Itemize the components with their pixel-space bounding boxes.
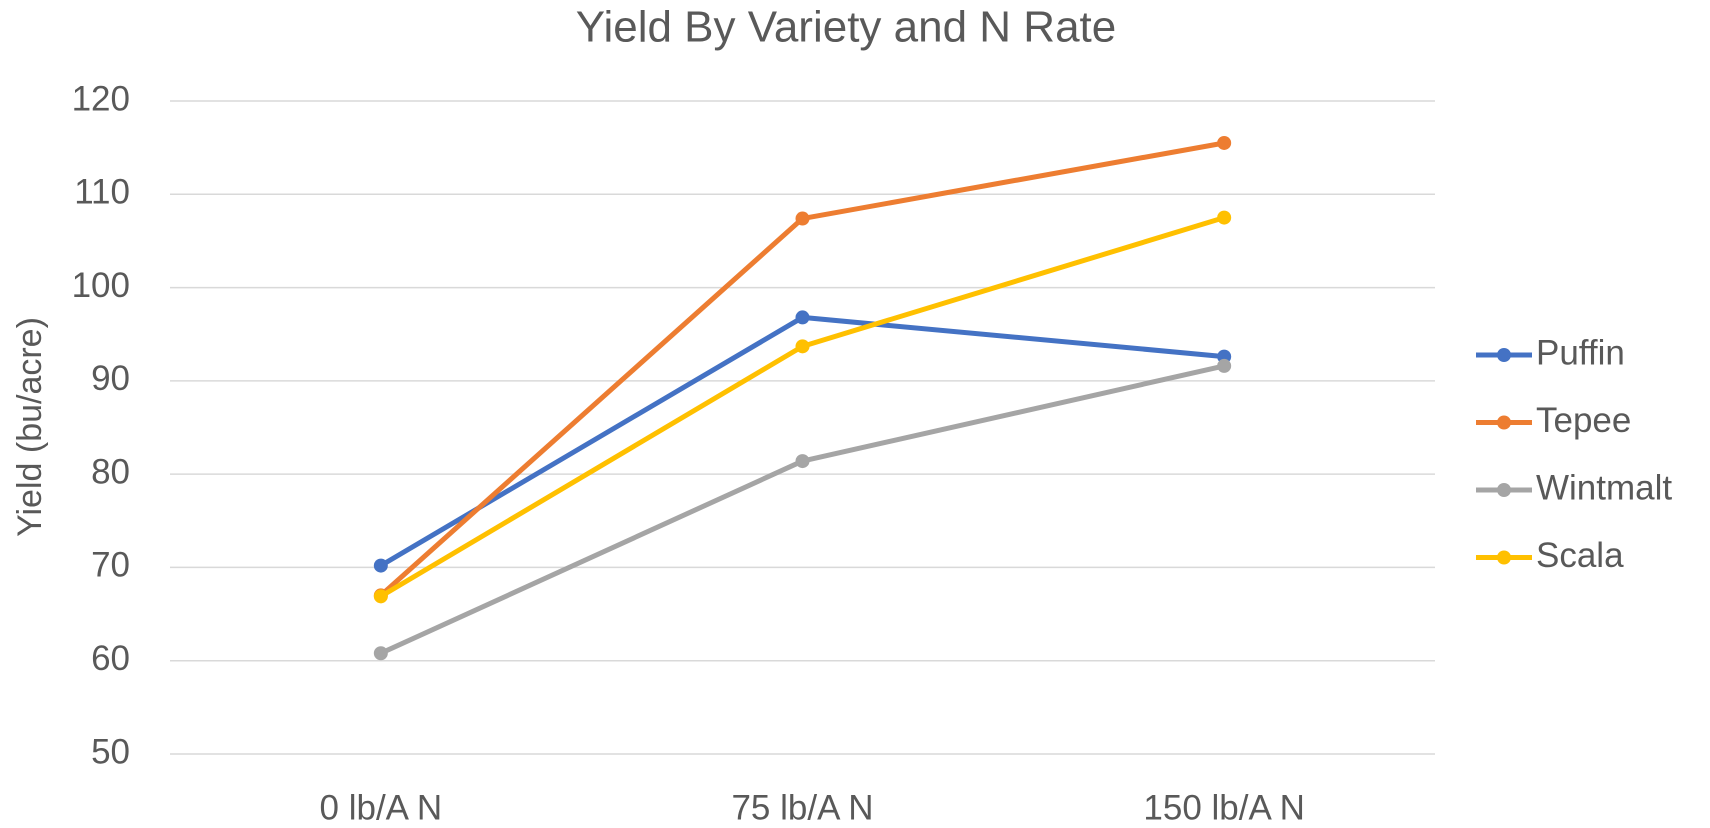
y-axis-label: Yield (bu/acre): [11, 317, 49, 537]
data-point: [373, 646, 388, 661]
data-point: [1217, 135, 1232, 150]
legend-marker: [1497, 415, 1511, 430]
data-point: [373, 589, 388, 604]
y-tick-label: 80: [91, 452, 130, 491]
chart-title: Yield By Variety and N Rate: [576, 3, 1116, 52]
data-point: [373, 558, 388, 573]
legend-label: Wintmalt: [1536, 468, 1672, 507]
legend-marker: [1497, 348, 1511, 362]
legend-marker: [1497, 483, 1511, 497]
y-tick-label: 60: [91, 639, 130, 678]
legend-label: Puffin: [1536, 333, 1625, 372]
y-tick-label: 100: [72, 266, 130, 305]
y-tick-label: 90: [91, 359, 130, 398]
x-tick-label: 0 lb/A N: [320, 788, 443, 827]
series-line: [379, 140, 1225, 598]
x-tick-label: 75 lb/A N: [731, 788, 873, 827]
series-line: [379, 314, 1225, 568]
y-tick-label: 110: [74, 173, 130, 212]
y-tick-label: 120: [72, 79, 130, 118]
data-point: [795, 310, 810, 325]
legend-label: Tepee: [1536, 401, 1631, 440]
y-tick-label: 70: [91, 546, 130, 585]
data-point: [795, 211, 810, 226]
legend-label: Scala: [1536, 536, 1624, 575]
series-line: [379, 215, 1225, 599]
legend-marker: [1497, 550, 1511, 565]
series-line: [379, 363, 1225, 656]
x-tick-label: 150 lb/A N: [1143, 788, 1305, 827]
data-point: [1217, 210, 1232, 225]
data-point: [795, 339, 810, 354]
y-tick-label: 50: [91, 732, 130, 771]
data-point: [795, 454, 810, 469]
data-point: [1217, 358, 1232, 373]
